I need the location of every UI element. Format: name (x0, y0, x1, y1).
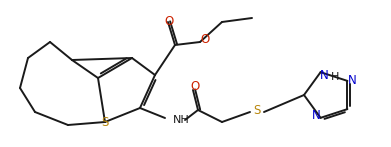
Text: NH: NH (173, 115, 190, 125)
Text: S: S (253, 105, 261, 117)
Text: O: O (164, 15, 174, 27)
Text: N: N (320, 69, 329, 82)
Text: N: N (312, 109, 321, 122)
Text: O: O (190, 80, 200, 92)
Text: O: O (200, 32, 210, 46)
Text: H: H (330, 72, 339, 82)
Text: S: S (101, 117, 109, 130)
Text: N: N (348, 74, 357, 87)
